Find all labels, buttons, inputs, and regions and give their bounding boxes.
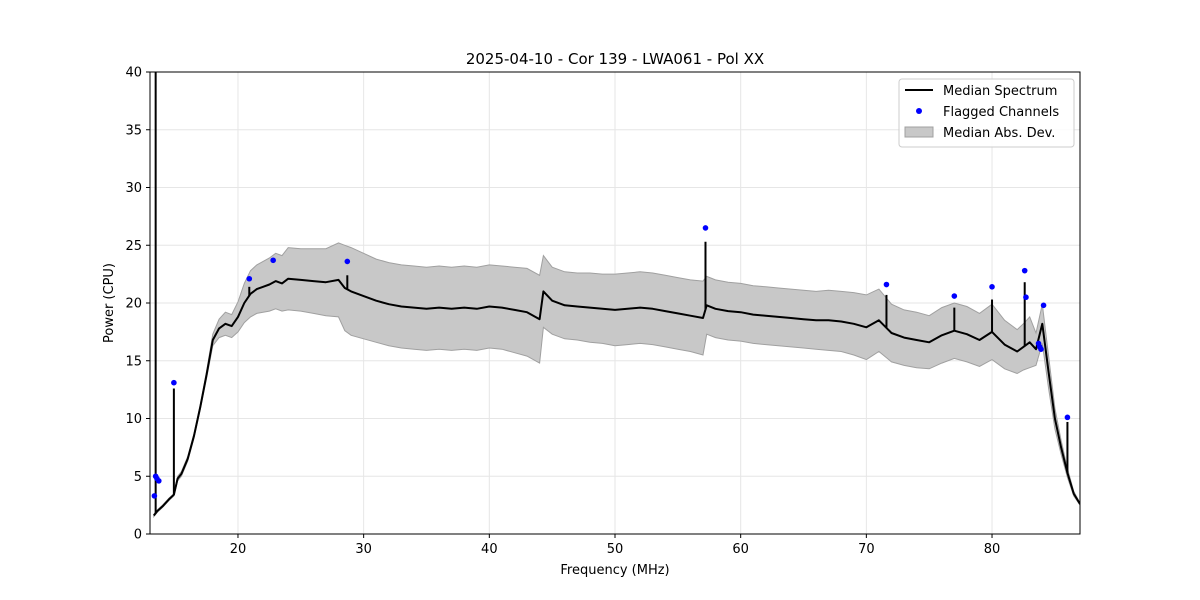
flagged-channel-point [883, 281, 890, 288]
y-tick-label: 25 [125, 239, 142, 254]
mad-band-layer [153, 242, 1080, 519]
flagged-channel-point [155, 478, 162, 484]
y-tick-label: 35 [125, 123, 142, 138]
y-tick-label: 20 [125, 297, 142, 312]
chart-title: 2025-04-10 - Cor 139 - LWA061 - Pol XX [466, 50, 764, 68]
flagged-channel-point [1040, 302, 1047, 309]
y-tick-label: 30 [125, 181, 142, 196]
x-tick-label: 20 [230, 542, 247, 557]
legend-flagged-swatch [916, 108, 922, 114]
y-axis-label: Power (CPU) [102, 263, 117, 343]
flagged-channel-point [344, 258, 351, 265]
x-tick-label: 70 [858, 542, 875, 557]
flagged-channel-point [951, 293, 958, 299]
x-tick-label: 40 [481, 542, 498, 557]
legend-mad-swatch [904, 126, 934, 138]
flagged-channel-point [989, 284, 995, 290]
x-tick-label: 50 [607, 542, 624, 557]
median-spectrum-line [153, 277, 1080, 517]
y-tick-label: 0 [134, 528, 142, 543]
y-tick-label: 5 [134, 470, 142, 485]
flagged-channel-point [1021, 267, 1028, 274]
flagged-channel-point [1064, 414, 1071, 421]
flagged-channel-point [246, 275, 253, 282]
flagged-points-layer [151, 225, 1071, 499]
legend-box [898, 78, 1075, 148]
median-line-layer [153, 277, 1080, 517]
flagged-channel-point [270, 257, 276, 264]
flagged-channel-point [702, 225, 709, 231]
x-tick-label: 30 [355, 542, 372, 557]
y-tick-label: 10 [125, 412, 142, 427]
flagged-channel-point [171, 379, 177, 386]
legend-median-label: Median Spectrum [943, 84, 1057, 99]
y-tick-label: 40 [125, 66, 142, 81]
tick-layer: 20 30 40 50 60 70 80 0 5 10 15 20 25 30 35 40 [125, 66, 1000, 558]
flagged-channel-point [1023, 294, 1029, 301]
x-axis-label: Frequency (MHz) [560, 563, 669, 578]
flagged-channel-point [1038, 346, 1044, 353]
y-tick-label: 15 [125, 354, 142, 369]
spike-layer [154, 72, 1069, 514]
flagged-channel-point [151, 493, 158, 499]
legend-flagged-label: Flagged Channels [943, 105, 1059, 120]
legend: Median Spectrum Flagged Channels Median … [898, 78, 1075, 148]
mad-band [153, 242, 1080, 519]
x-tick-label: 80 [984, 542, 1001, 557]
x-tick-label: 60 [732, 542, 749, 557]
legend-mad-label: Median Abs. Dev. [943, 126, 1055, 141]
